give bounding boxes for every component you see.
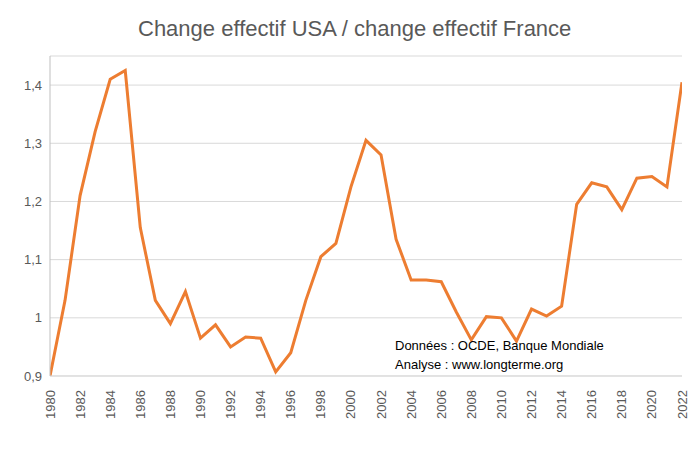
svg-text:2008: 2008 [464, 390, 479, 419]
svg-text:1,4: 1,4 [24, 78, 42, 93]
svg-text:1990: 1990 [193, 390, 208, 419]
svg-text:1,3: 1,3 [24, 136, 42, 151]
svg-text:1988: 1988 [163, 390, 178, 419]
svg-text:1992: 1992 [223, 390, 238, 419]
svg-text:1994: 1994 [253, 390, 268, 419]
svg-text:1,1: 1,1 [24, 252, 42, 267]
svg-text:1,2: 1,2 [24, 194, 42, 209]
svg-text:2020: 2020 [644, 390, 659, 419]
svg-text:1996: 1996 [283, 390, 298, 419]
svg-text:1982: 1982 [73, 390, 88, 419]
svg-text:2014: 2014 [554, 390, 569, 419]
svg-text:2022: 2022 [675, 390, 690, 419]
svg-text:0,9: 0,9 [24, 369, 42, 384]
svg-text:1984: 1984 [103, 390, 118, 419]
svg-text:2016: 2016 [584, 390, 599, 419]
html-text:Change effectif USA / change e: Change effectif USA / change effectif Fr… [138, 16, 572, 41]
html-text:Données : OCDE, Banque Mondial: Données : OCDE, Banque Mondiale [395, 338, 604, 353]
svg-text:1: 1 [35, 310, 42, 325]
svg-text:2000: 2000 [343, 390, 358, 419]
svg-text:1998: 1998 [313, 390, 328, 419]
svg-text:1986: 1986 [133, 390, 148, 419]
svg-text:2012: 2012 [524, 390, 539, 419]
svg-text:2004: 2004 [404, 390, 419, 419]
svg-text:2018: 2018 [614, 390, 629, 419]
svg-text:2010: 2010 [494, 390, 509, 419]
html-text:Analyse : www.longterme.org: Analyse : www.longterme.org [395, 357, 564, 372]
svg-text:2006: 2006 [434, 390, 449, 419]
svg-text:1980: 1980 [43, 390, 58, 419]
svg-text:2002: 2002 [374, 390, 389, 419]
